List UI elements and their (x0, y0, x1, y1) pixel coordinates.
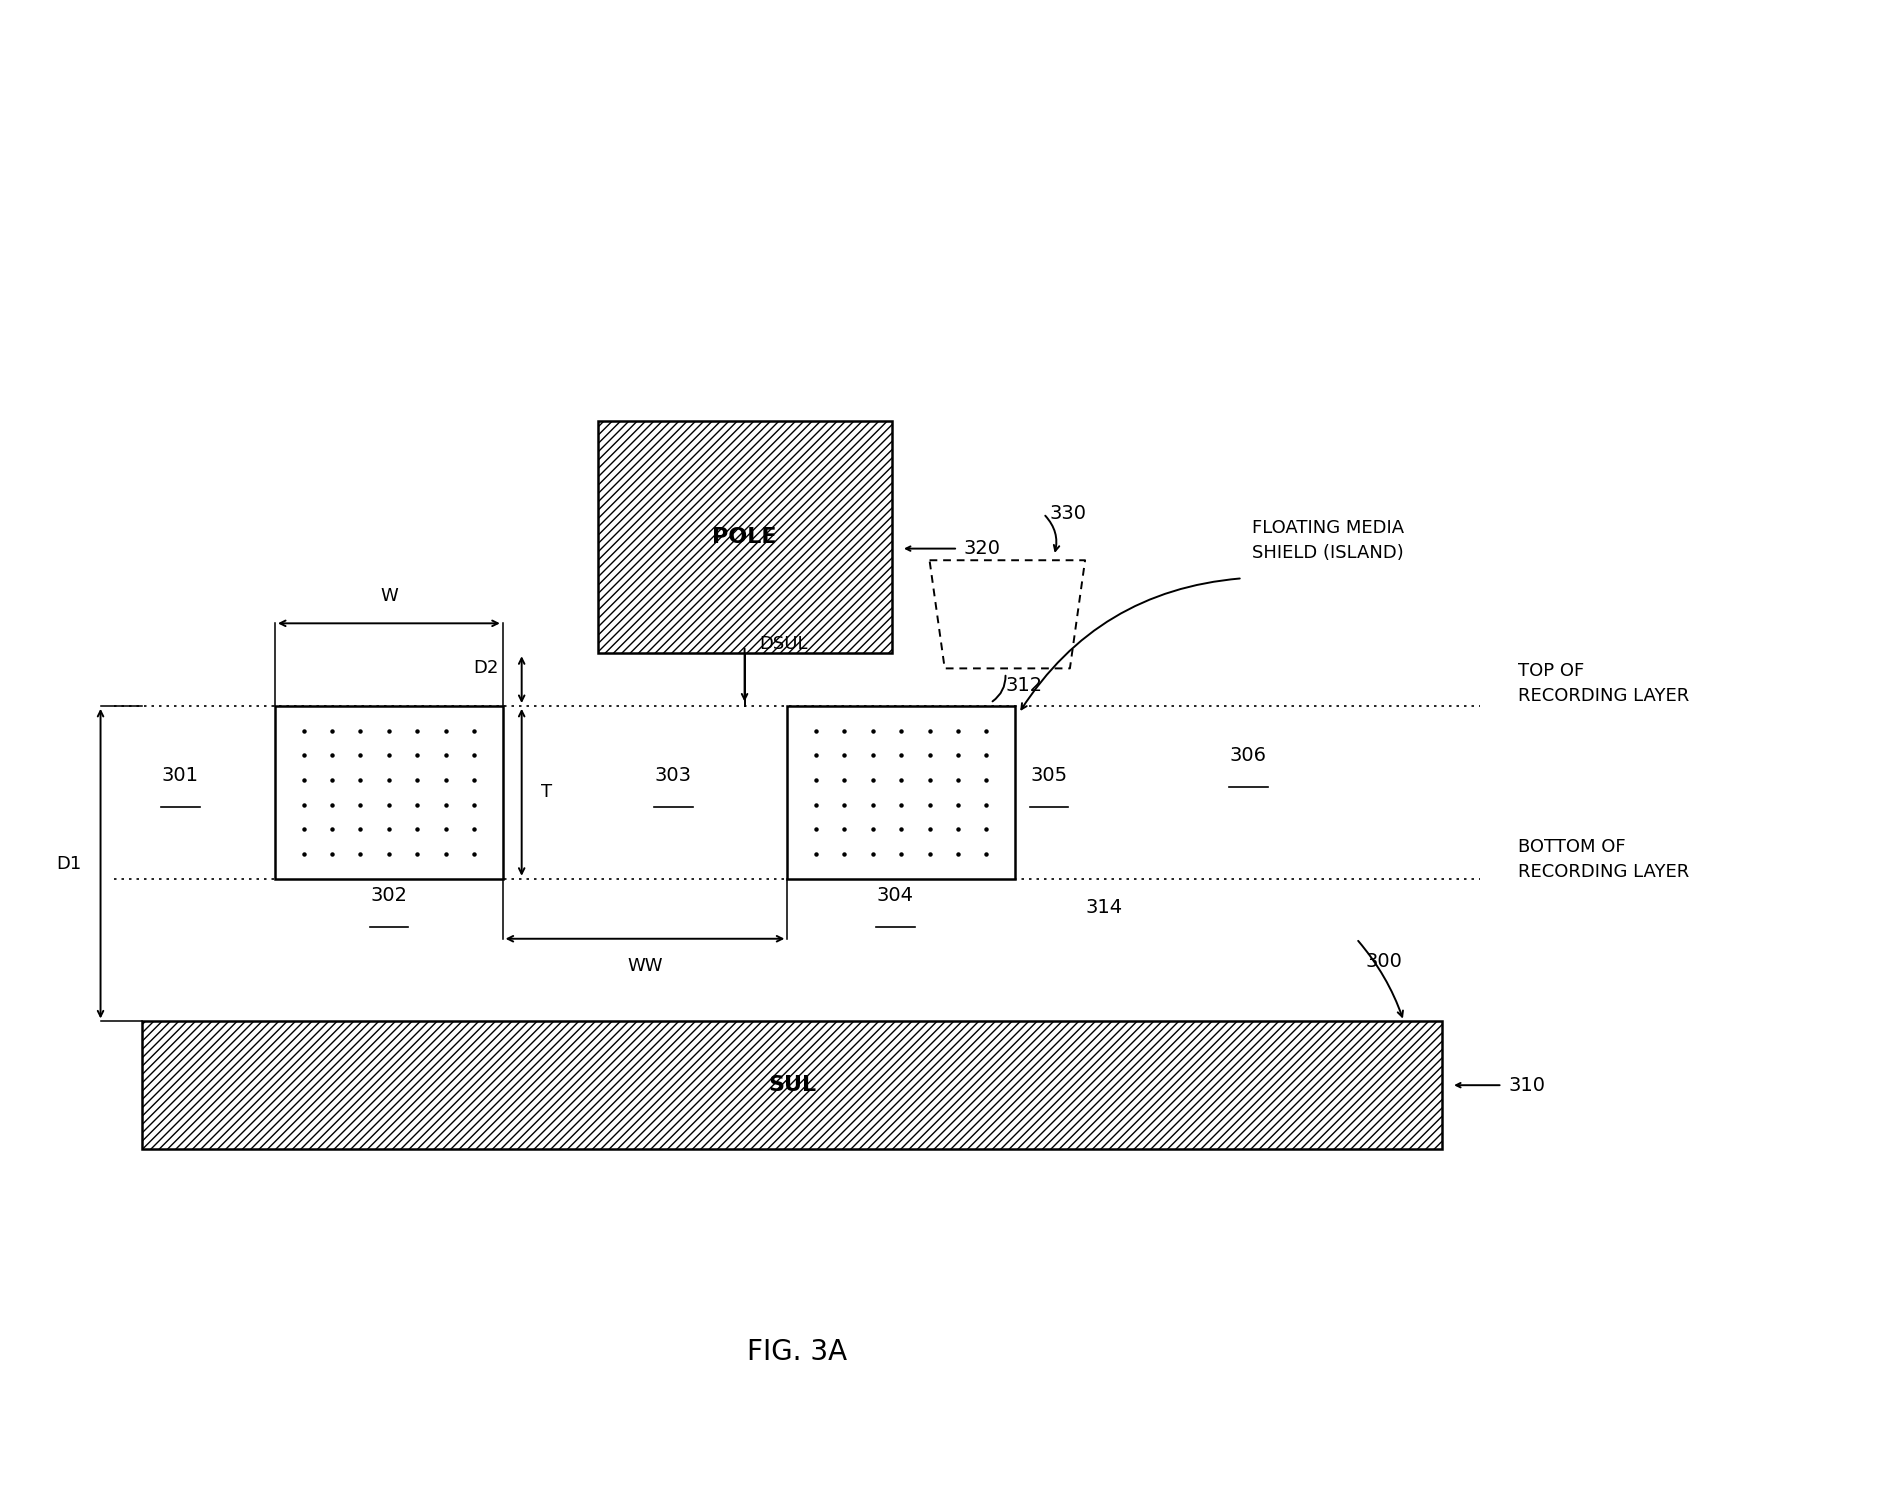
Text: 305: 305 (1030, 766, 1068, 786)
Text: W: W (379, 587, 398, 605)
Text: 303: 303 (654, 766, 692, 786)
Text: TOP OF
RECORDING LAYER: TOP OF RECORDING LAYER (1518, 662, 1688, 704)
Bar (787, 706, 1015, 879)
Text: BOTTOM OF
RECORDING LAYER: BOTTOM OF RECORDING LAYER (1518, 838, 1688, 880)
Text: FIG. 3A: FIG. 3A (747, 1338, 846, 1365)
Text: 312: 312 (1005, 676, 1043, 695)
Bar (275, 706, 503, 879)
Text: 302: 302 (370, 886, 408, 906)
Text: POLE: POLE (711, 527, 778, 547)
Text: WW: WW (628, 957, 662, 975)
Text: FLOATING MEDIA
SHIELD (ISLAND): FLOATING MEDIA SHIELD (ISLAND) (1252, 520, 1404, 562)
Text: 314: 314 (1085, 898, 1123, 918)
Text: D2: D2 (474, 659, 499, 676)
Text: 300: 300 (1366, 952, 1402, 970)
Text: 320: 320 (964, 539, 1002, 559)
Text: SUL: SUL (768, 1075, 816, 1095)
Bar (142, 1021, 1442, 1149)
Text: 330: 330 (1049, 505, 1087, 523)
Text: T: T (541, 784, 552, 801)
Text: 304: 304 (876, 886, 914, 906)
Text: 310: 310 (1508, 1075, 1546, 1095)
Bar (598, 421, 892, 653)
Text: D1: D1 (57, 855, 82, 873)
Text: 301: 301 (161, 766, 199, 786)
Text: DSUL: DSUL (759, 635, 808, 653)
Text: 306: 306 (1229, 746, 1267, 766)
